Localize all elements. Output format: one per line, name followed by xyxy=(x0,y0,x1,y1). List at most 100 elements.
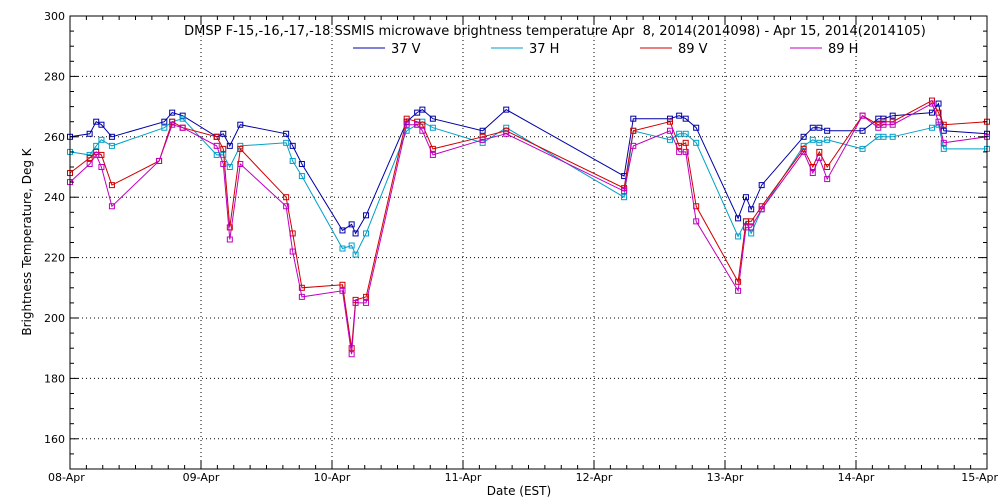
data-point xyxy=(93,142,100,149)
data-point xyxy=(666,127,673,134)
data-point xyxy=(339,227,346,234)
data-point xyxy=(213,151,220,158)
data-point xyxy=(226,164,233,170)
data-point xyxy=(226,236,233,243)
data-point xyxy=(237,160,244,167)
data-point xyxy=(283,194,290,201)
data-point xyxy=(824,164,831,170)
data-point xyxy=(108,182,115,189)
data-point xyxy=(289,157,296,164)
data-series xyxy=(67,97,990,358)
data-point xyxy=(161,124,168,131)
data-point xyxy=(809,124,816,131)
data-point xyxy=(93,151,100,158)
data-point xyxy=(156,157,163,164)
data-point xyxy=(298,160,305,167)
data-point xyxy=(928,109,935,116)
x-axis-label: Date (EST) xyxy=(487,484,551,498)
y-axis-label: Brightness Temperature, Deg K xyxy=(20,147,34,335)
data-point xyxy=(169,109,176,116)
series-line xyxy=(69,99,988,349)
x-tick-label: 14-Apr xyxy=(838,471,875,484)
data-point xyxy=(363,212,370,219)
data-point xyxy=(693,218,700,225)
data-point xyxy=(666,136,673,143)
y-tick-label: 200 xyxy=(44,312,65,325)
data-point xyxy=(621,194,628,201)
data-point xyxy=(237,145,244,152)
y-tick-label: 220 xyxy=(44,252,65,265)
data-point xyxy=(352,296,359,303)
data-point xyxy=(220,160,227,167)
legend-entry: 89 H xyxy=(828,42,858,57)
data-point xyxy=(889,121,896,128)
data-point xyxy=(940,145,947,152)
data-point xyxy=(824,176,831,183)
legend: 37 V 37 H 89 V 89 H xyxy=(353,42,858,57)
data-point xyxy=(621,188,628,195)
data-point xyxy=(479,139,486,146)
series-line xyxy=(69,102,988,355)
data-point xyxy=(429,115,436,122)
data-point xyxy=(748,224,755,231)
data-point xyxy=(339,245,346,252)
data-point xyxy=(352,299,359,306)
legend-entry: 37 H xyxy=(529,42,559,57)
data-point xyxy=(419,106,426,113)
data-point xyxy=(108,142,115,149)
x-tick-label: 12-Apr xyxy=(576,471,613,484)
data-point xyxy=(414,109,421,116)
data-point xyxy=(86,130,93,137)
data-point xyxy=(676,148,683,155)
y-tick-label: 300 xyxy=(44,10,65,23)
data-point xyxy=(889,133,896,140)
data-point xyxy=(758,206,765,213)
x-tick-label: 08-Apr xyxy=(48,471,85,484)
data-point xyxy=(935,118,942,125)
data-point xyxy=(283,203,290,210)
data-point xyxy=(880,115,887,122)
data-point xyxy=(816,154,823,161)
data-point xyxy=(179,124,186,131)
data-point xyxy=(226,224,233,231)
data-point xyxy=(693,139,700,146)
data-point xyxy=(742,194,749,201)
data-point xyxy=(809,170,816,177)
data-point xyxy=(800,148,807,155)
data-point xyxy=(859,127,866,134)
data-point xyxy=(419,127,426,134)
data-point xyxy=(108,133,115,140)
data-point xyxy=(289,248,296,255)
data-point xyxy=(676,112,683,119)
data-point xyxy=(352,230,359,237)
gridlines xyxy=(70,16,987,469)
data-point xyxy=(630,115,637,122)
y-tick-label: 180 xyxy=(44,372,65,385)
x-tick-label: 09-Apr xyxy=(183,471,220,484)
data-point xyxy=(283,130,290,137)
data-point xyxy=(348,221,355,228)
data-point xyxy=(414,121,421,128)
data-point xyxy=(403,115,410,122)
data-point xyxy=(213,142,220,149)
data-point xyxy=(226,142,233,149)
data-point xyxy=(859,112,866,119)
data-point xyxy=(816,148,823,155)
data-point xyxy=(429,124,436,131)
axis-ticks: 160 180 200 220 240 260 280 300 08-Apr 09-Apr 10-A… xyxy=(44,10,998,484)
data-point xyxy=(237,121,244,128)
legend-entry: 37 V xyxy=(391,42,421,57)
data-point xyxy=(108,203,115,210)
data-point xyxy=(339,287,346,294)
data-point xyxy=(940,139,947,146)
data-point xyxy=(928,100,935,107)
data-point xyxy=(339,281,346,288)
y-tick-label: 260 xyxy=(44,131,65,144)
data-point xyxy=(880,133,887,140)
data-point xyxy=(179,112,186,119)
data-point xyxy=(220,130,227,137)
data-point xyxy=(363,293,370,300)
data-point xyxy=(179,115,186,122)
data-point xyxy=(283,139,290,146)
